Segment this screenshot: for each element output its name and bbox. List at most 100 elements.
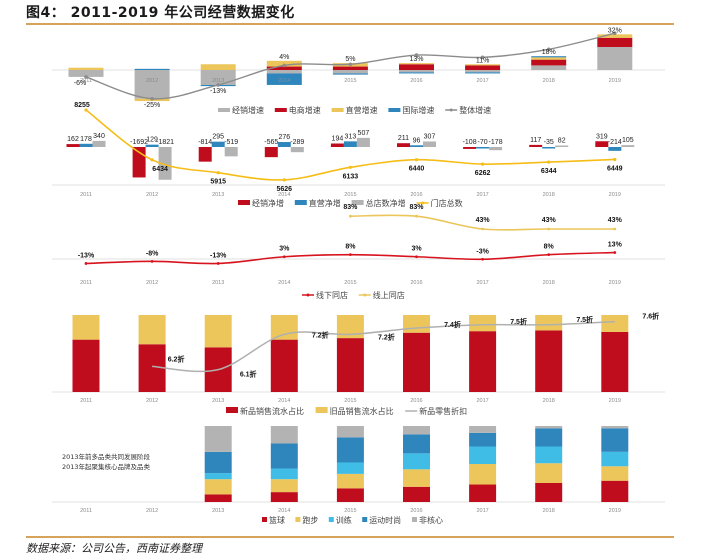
stores-total-label: 8255	[74, 102, 90, 109]
x-tick-label: 2016	[410, 78, 422, 84]
legend-swatch	[294, 200, 307, 205]
category-bar-segment	[403, 426, 430, 435]
category-bar-segment	[601, 451, 629, 467]
online-sss-label: 43%	[476, 217, 491, 224]
offline-sss-point	[216, 262, 220, 265]
legend-label: 经销净增	[252, 198, 284, 208]
stores-bar	[92, 140, 106, 147]
stores-bar-label: 295	[212, 134, 224, 141]
offline-sss-point	[349, 253, 352, 257]
legend-label: 新品零售折扣	[419, 406, 467, 416]
x-tick-label: 2019	[609, 78, 621, 84]
x-tick-label: 2018	[543, 280, 555, 286]
stores-bar-label: -35	[544, 139, 554, 146]
stores-bar-label: 194	[332, 136, 344, 143]
offline-sss-point	[613, 251, 617, 254]
category-bar-segment	[469, 484, 497, 502]
x-tick-label: 2014	[278, 192, 290, 198]
legend-swatch	[412, 517, 417, 522]
stores-bar-label: -1692	[130, 139, 148, 146]
category-bar-segment	[204, 426, 232, 452]
stores-bar-label: 129	[146, 137, 158, 144]
growth-total-point	[480, 55, 485, 60]
growth-bar-segment	[332, 66, 368, 70]
category-bar-segment	[601, 466, 629, 481]
discount-line	[152, 320, 615, 373]
growth-data-label: 5%	[345, 56, 355, 63]
stores-bar-label: -814	[198, 139, 212, 146]
stores-total-label: 6440	[409, 166, 425, 173]
x-tick-label: 2018	[543, 78, 555, 84]
legend-label: 篮球	[269, 515, 285, 525]
x-tick-label: 2011	[80, 78, 92, 84]
x-tick-label: 2013	[212, 78, 224, 84]
x-tick-label: 2014	[278, 280, 290, 286]
x-tick-label: 2019	[609, 192, 621, 198]
x-tick-label: 2012	[146, 192, 158, 198]
legend-label: 线上同店	[373, 290, 405, 300]
category-bar-segment	[601, 428, 629, 452]
discount-label: 7.2折	[378, 332, 395, 341]
x-tick-label: 2015	[344, 508, 356, 514]
sellthrough-bar-segment	[469, 315, 497, 332]
stores-bar-label: 307	[424, 133, 436, 140]
legend-swatch	[351, 200, 364, 205]
online-sss-point	[613, 227, 617, 231]
source-rule	[26, 536, 674, 538]
online-sss-label: 43%	[608, 217, 623, 224]
discount-label: 7.2折	[312, 330, 329, 339]
stores-bar	[542, 147, 556, 149]
category-bar-segment	[204, 451, 232, 474]
stores-bar	[608, 147, 622, 151]
category-bar-segment	[336, 488, 364, 502]
category-bar-segment	[270, 492, 298, 502]
category-bar-segment	[403, 469, 430, 487]
growth-bar-segment	[266, 73, 302, 85]
stores-bar	[198, 147, 212, 162]
offline-sss-label: -8%	[146, 250, 159, 257]
online-sss-point	[547, 227, 551, 231]
stores-total-label: 6262	[475, 170, 491, 177]
legend-swatch	[331, 108, 344, 112]
legend-label: 整体增速	[459, 105, 491, 115]
category-bar-segment	[270, 468, 298, 480]
stores-bar-label: -565	[264, 139, 278, 146]
offline-sss-label: 3%	[279, 246, 290, 253]
stores-bar-label: 105	[622, 137, 634, 144]
category-bar-segment	[601, 426, 629, 429]
offline-sss-label: -13%	[78, 252, 95, 259]
stores-bar-label: 117	[530, 137, 541, 144]
legend-label: 跑步	[302, 516, 318, 525]
stores-bar	[529, 144, 543, 147]
growth-data-label: 4%	[279, 54, 289, 61]
category-bar-segment	[336, 437, 364, 463]
stores-bar	[356, 137, 370, 147]
growth-bar-segment	[266, 66, 302, 70]
offline-sss-label: 8%	[345, 244, 356, 251]
offline-sss-point	[547, 253, 551, 257]
x-tick-label: 2017	[476, 398, 488, 404]
x-tick-label: 2014	[278, 508, 290, 514]
figure-title: 图4： 2011-2019 年公司经营数据变化	[26, 5, 295, 21]
x-tick-label: 2013	[212, 508, 224, 514]
online-sss-point	[349, 214, 352, 218]
stores-bar-label: 96	[413, 137, 421, 144]
legend-swatch	[295, 517, 301, 522]
annotation-text: 2013年起聚集核心品牌及品类	[62, 462, 151, 471]
category-bar-segment	[204, 479, 232, 495]
legend-label: 直营增速	[346, 105, 378, 115]
offline-sss-point	[415, 255, 418, 259]
legend-marker	[449, 108, 453, 112]
legend-label: 非核心	[419, 515, 443, 525]
x-tick-label: 2017	[476, 508, 488, 514]
stores-total-point	[348, 165, 352, 169]
stores-bar	[489, 147, 503, 151]
category-bar-segment	[535, 446, 563, 464]
legend-label: 直营净增	[309, 198, 341, 208]
discount-label: 7.5折	[576, 315, 593, 324]
sellthrough-bar-segment	[535, 330, 563, 392]
stores-bar-label: 313	[345, 133, 357, 140]
legend-swatch	[328, 517, 334, 522]
discount-label: 6.1折	[240, 370, 257, 379]
